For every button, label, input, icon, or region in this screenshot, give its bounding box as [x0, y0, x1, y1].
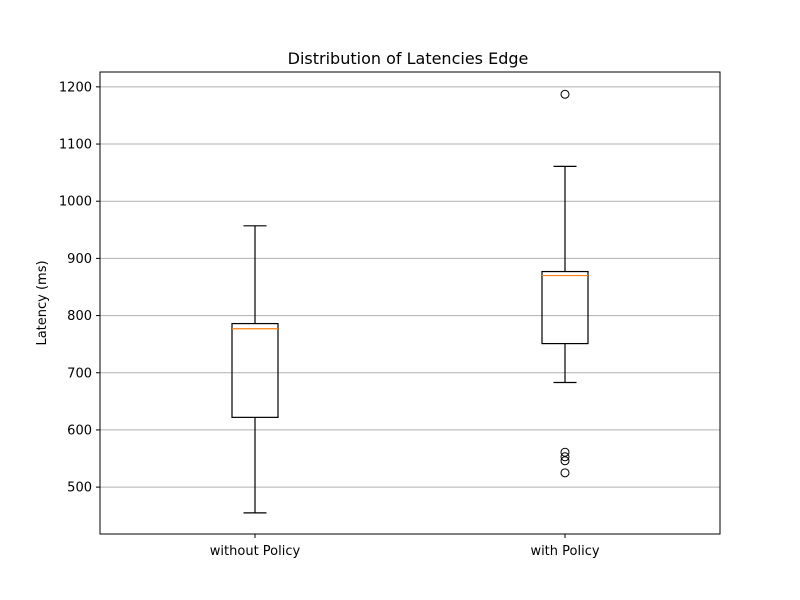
outlier-point — [560, 468, 570, 478]
x-tick-label: without Policy — [210, 544, 301, 559]
outlier-point — [560, 447, 570, 457]
chart-title: Distribution of Latencies Edge — [288, 49, 529, 68]
outlier-point — [560, 89, 570, 99]
x-axis-ticks: without Policy with Policy — [210, 534, 600, 559]
y-axis-ticks: 500 600 700 800 900 1000 1100 1200 — [59, 80, 100, 496]
y-tick-label: 1000 — [59, 195, 92, 210]
y-tick-label: 600 — [67, 423, 92, 438]
outlier-point — [560, 456, 570, 466]
y-tick-label: 500 — [67, 481, 92, 496]
iqr-box — [541, 270, 589, 345]
boxes-group — [231, 89, 589, 514]
box-0 — [231, 225, 279, 514]
grid-lines — [100, 86, 720, 488]
outlier-point — [560, 452, 570, 462]
x-tick-label: with Policy — [530, 544, 599, 559]
plot-frame — [99, 71, 721, 535]
y-tick-label: 700 — [67, 366, 92, 381]
y-tick-label: 1100 — [59, 138, 92, 153]
y-tick-label: 800 — [67, 309, 92, 324]
y-tick-label: 900 — [67, 252, 92, 267]
y-tick-label: 1200 — [59, 80, 92, 95]
y-axis-label: Latency (ms) — [35, 260, 50, 345]
iqr-box — [231, 322, 279, 418]
box-1 — [541, 89, 589, 478]
